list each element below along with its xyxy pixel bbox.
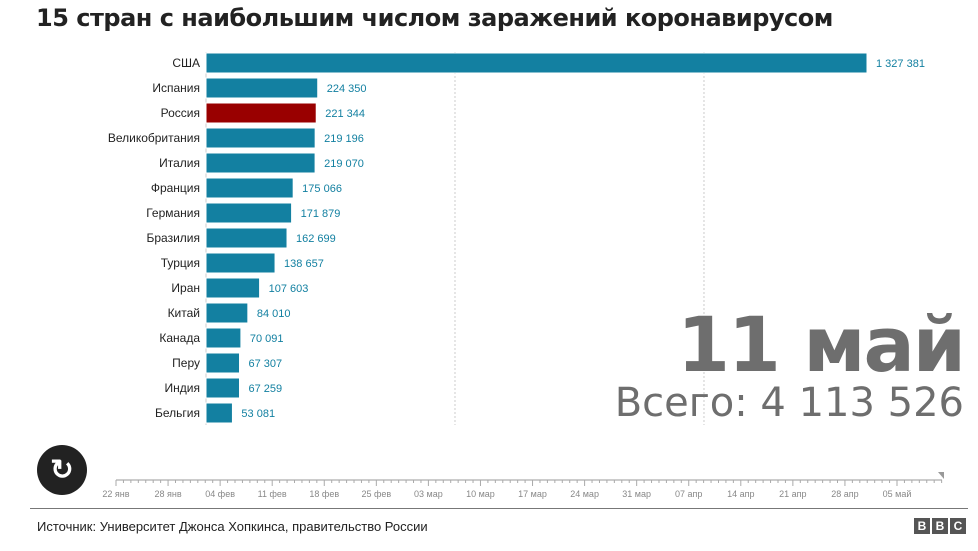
date-label: 11 май	[677, 300, 966, 389]
timeline-label: 17 мар	[518, 489, 547, 499]
category-label: Германия	[146, 206, 200, 220]
category-label: Россия	[161, 106, 200, 120]
timeline-label: 05 май	[883, 489, 912, 499]
bar	[205, 227, 288, 249]
value-label: 138 657	[284, 258, 324, 270]
category-label: Турция	[161, 256, 200, 270]
bar	[205, 377, 240, 399]
value-label: 1 327 381	[876, 58, 925, 70]
timeline-label: 10 мар	[466, 489, 495, 499]
timeline-label: 28 янв	[154, 489, 181, 499]
category-label: Испания	[152, 81, 200, 95]
timeline-handle[interactable]	[938, 472, 944, 479]
source-note: Источник: Университет Джонса Хопкинса, п…	[37, 519, 428, 534]
timeline-label: 25 фев	[361, 489, 391, 499]
timeline-label: 14 апр	[727, 489, 754, 499]
value-label: 67 259	[248, 383, 282, 395]
timeline-label: 28 апр	[831, 489, 858, 499]
value-label: 171 879	[301, 208, 341, 220]
value-label: 224 350	[327, 83, 367, 95]
value-label: 107 603	[269, 283, 309, 295]
bar	[205, 302, 249, 324]
bar	[205, 277, 261, 299]
divider	[30, 508, 968, 509]
timeline-label: 18 фев	[309, 489, 339, 499]
category-label: Китай	[168, 306, 200, 320]
timeline-label: 22 янв	[102, 489, 129, 499]
bar	[205, 327, 242, 349]
value-label: 53 081	[241, 408, 275, 420]
bar	[205, 252, 276, 274]
category-label: Перу	[172, 356, 200, 370]
bar	[205, 52, 868, 74]
value-label: 219 196	[324, 133, 364, 145]
replay-icon: ↻	[50, 454, 74, 485]
replay-button[interactable]: ↻	[37, 445, 87, 495]
total-label: Всего: 4 113 526	[614, 380, 964, 426]
bar	[205, 352, 241, 374]
bar	[205, 402, 233, 424]
category-label: Иран	[171, 281, 200, 295]
category-label: Индия	[165, 381, 200, 395]
chart-title: 15 стран с наибольшим числом заражений к…	[36, 4, 833, 32]
category-label: США	[172, 56, 200, 70]
timeline-label: 24 мар	[570, 489, 599, 499]
category-label: Бразилия	[147, 231, 201, 245]
timeline-label: 04 фев	[205, 489, 235, 499]
timeline-label: 31 мар	[622, 489, 651, 499]
category-label: Бельгия	[155, 406, 200, 420]
bar	[205, 102, 317, 124]
timeline-label: 07 апр	[675, 489, 702, 499]
category-label: Великобритания	[108, 131, 200, 145]
bar	[205, 177, 294, 199]
value-label: 219 070	[324, 158, 364, 170]
category-label: Канада	[159, 331, 200, 345]
value-label: 84 010	[257, 308, 291, 320]
timeline-label: 11 фев	[258, 489, 287, 499]
timeline-label: 21 апр	[779, 489, 806, 499]
category-label: Франция	[151, 181, 200, 195]
value-label: 221 344	[325, 108, 365, 120]
bar	[205, 152, 316, 174]
value-label: 70 091	[250, 333, 284, 345]
bar	[205, 77, 319, 99]
bar	[205, 127, 316, 149]
category-label: Италия	[159, 156, 200, 170]
value-label: 175 066	[302, 183, 342, 195]
value-label: 162 699	[296, 233, 336, 245]
timeline-label: 03 мар	[414, 489, 443, 499]
value-label: 67 307	[249, 358, 283, 370]
bar	[205, 202, 293, 224]
